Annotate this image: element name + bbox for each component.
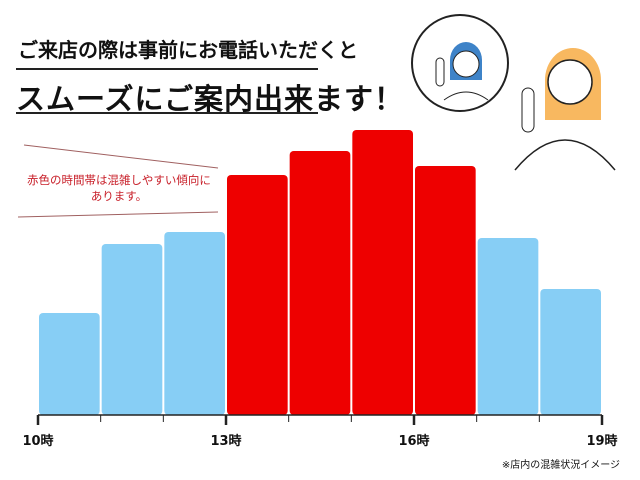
bar-15時 xyxy=(352,130,413,415)
busy-note: 赤色の時間帯は混雑しやすい傾向に あります。 xyxy=(14,172,224,204)
caption: ※店内の混雑状況イメージ xyxy=(501,460,620,471)
phone-call-icon xyxy=(411,14,616,171)
bar-12時 xyxy=(164,232,225,415)
divider xyxy=(16,112,318,114)
divider xyxy=(16,68,318,70)
x-tick-label: 10時 xyxy=(22,433,53,449)
headline-line1: ご来店の際は事前にお電話いただくと xyxy=(18,38,358,62)
headline-line2: スムーズにご案内出来ます！ xyxy=(16,82,404,116)
bar-16時 xyxy=(415,166,476,415)
note-line-bottom xyxy=(17,211,219,218)
note-line-top xyxy=(23,144,219,169)
bar-17時 xyxy=(477,238,539,415)
x-tick-label: 13時 xyxy=(210,433,241,449)
bar-18時 xyxy=(540,289,601,415)
x-tick-label: 16時 xyxy=(398,433,429,449)
busy-note-line2: あります。 xyxy=(90,189,148,203)
bar-11時 xyxy=(101,244,163,415)
x-tick-label: 19時 xyxy=(586,433,617,449)
busy-note-line1: 赤色の時間帯は混雑しやすい傾向に xyxy=(27,173,211,187)
bar-14時 xyxy=(289,151,351,415)
bar-13時 xyxy=(227,175,288,415)
bar-10時 xyxy=(39,313,100,415)
